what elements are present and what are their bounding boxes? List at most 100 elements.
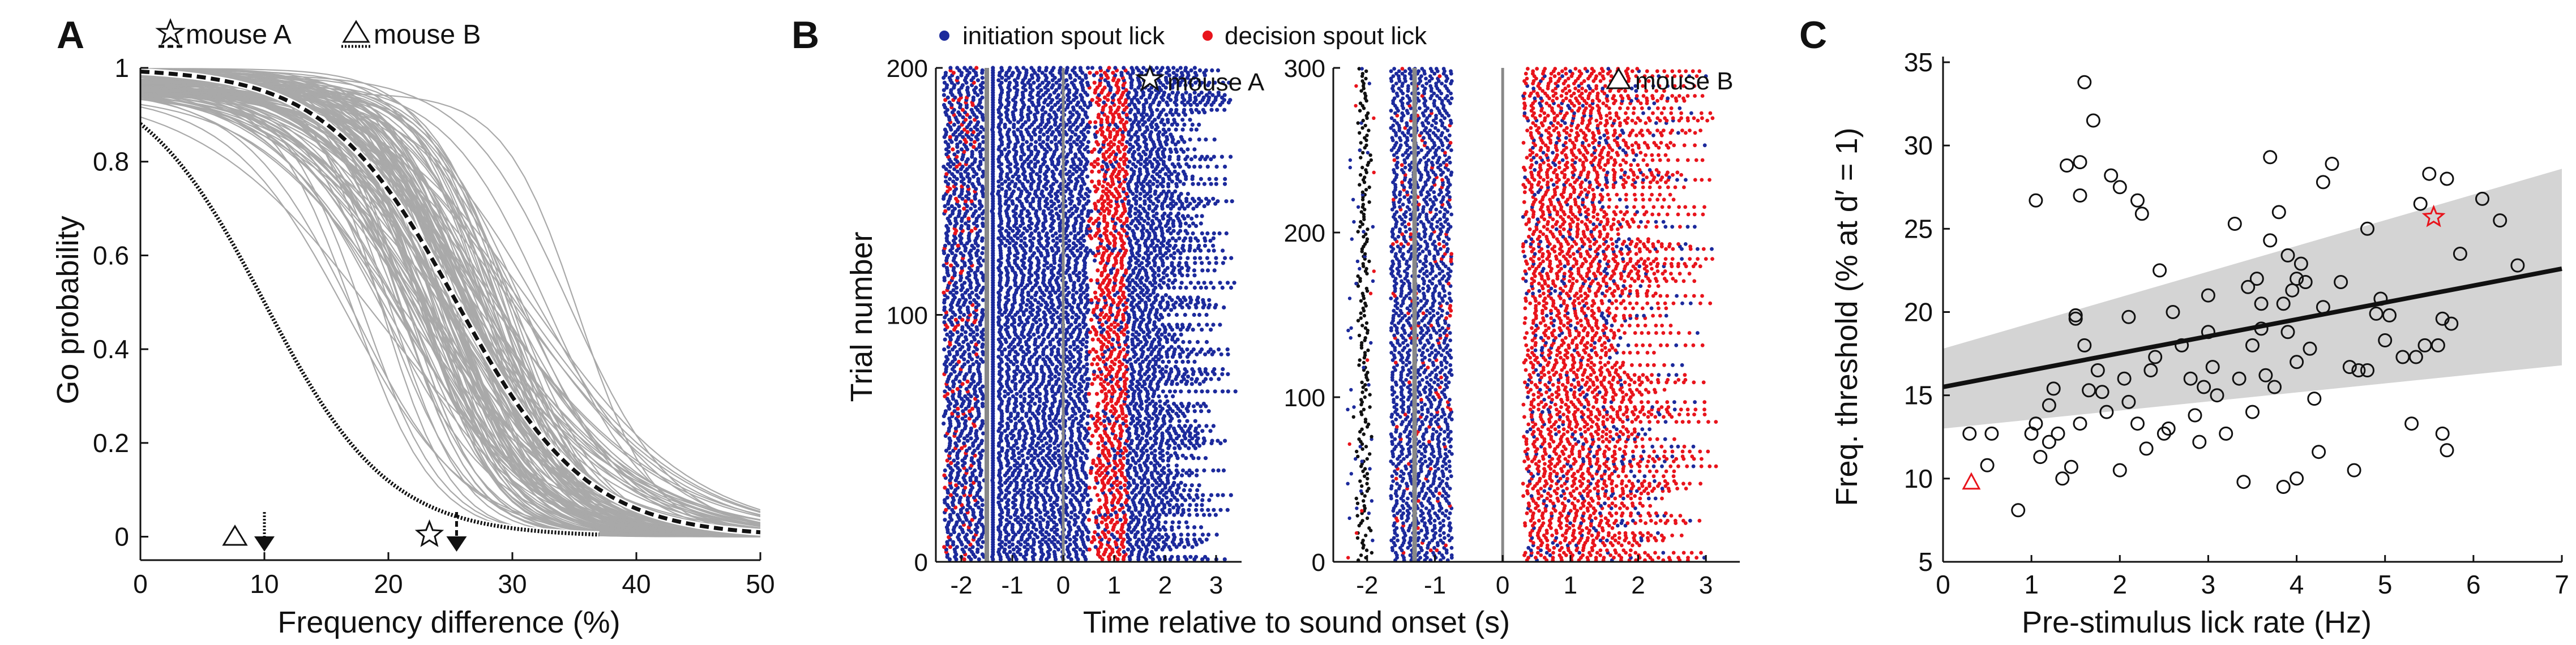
lick-dot — [960, 446, 964, 450]
lick-dot — [1178, 256, 1183, 260]
lick-dot — [1012, 345, 1017, 349]
lick-dot — [1174, 463, 1179, 468]
lick-dot — [1020, 216, 1025, 221]
lick-dot — [1006, 498, 1011, 502]
lick-dot — [953, 281, 958, 285]
lick-dot — [1109, 322, 1114, 327]
lick-dot — [1183, 444, 1188, 448]
lick-dot — [1006, 392, 1011, 396]
lick-dot — [962, 357, 966, 362]
lick-dot — [1075, 345, 1080, 349]
lick-dot — [1085, 535, 1090, 540]
lick-dot — [1157, 513, 1162, 517]
lick-dot — [972, 335, 976, 339]
lick-dot — [1026, 298, 1030, 302]
lick-dot — [1107, 538, 1111, 542]
lick-dot — [1081, 290, 1086, 295]
lick-dot — [1125, 223, 1129, 228]
lick-dot — [1026, 315, 1031, 320]
lick-dot — [1028, 416, 1033, 421]
lick-dot — [974, 522, 978, 527]
lick-dot — [1069, 382, 1073, 386]
lick-dot — [947, 317, 952, 322]
lick-dot — [1011, 542, 1015, 547]
lick-dot — [1190, 367, 1195, 372]
lick-dot — [1069, 498, 1073, 502]
lick-dot — [1221, 468, 1226, 473]
lick-dot — [951, 389, 955, 394]
lick-dot — [1195, 352, 1199, 356]
lick-dot — [1183, 229, 1188, 233]
lick-dot — [1051, 394, 1055, 399]
lick-dot — [1111, 480, 1116, 485]
lick-dot — [1200, 261, 1204, 265]
lick-dot — [1183, 483, 1188, 488]
lick-dot — [1218, 441, 1223, 446]
lick-dot — [972, 298, 977, 302]
lick-dot — [1132, 389, 1137, 394]
lick-dot — [1004, 522, 1009, 527]
lick-dot — [1009, 480, 1013, 485]
lick-dot — [1065, 355, 1069, 359]
lick-dot — [1205, 389, 1210, 394]
lick-dot — [1176, 483, 1180, 488]
lick-dot — [1166, 214, 1170, 218]
lick-dot — [1099, 270, 1104, 275]
lick-dot — [955, 513, 960, 517]
lick-dot — [1161, 525, 1166, 530]
lick-dot — [1196, 295, 1200, 300]
lick-dot — [1035, 441, 1040, 446]
lick-dot — [1118, 458, 1122, 463]
lick-dot — [1102, 246, 1106, 251]
lick-dot — [969, 207, 973, 211]
lick-dot — [1019, 243, 1023, 248]
lick-dot — [1070, 305, 1075, 310]
lick-dot — [1029, 295, 1034, 300]
lick-dot — [978, 229, 982, 233]
lick-dot — [1174, 545, 1179, 549]
lick-dot — [1172, 476, 1176, 480]
lick-dot — [1047, 532, 1051, 537]
lick-dot — [1182, 207, 1187, 211]
lick-dot — [1148, 554, 1153, 559]
lick-dot — [1181, 411, 1186, 416]
lick-dot — [1120, 416, 1125, 421]
lick-dot — [953, 325, 958, 329]
lick-dot — [966, 223, 971, 228]
lick-dot — [1109, 268, 1113, 273]
lick-dot — [970, 406, 975, 411]
lick-dot — [1119, 503, 1124, 508]
lick-dot — [1025, 209, 1030, 213]
lick-dot — [1146, 527, 1151, 532]
lick-dot — [1085, 500, 1090, 505]
lick-dot — [1154, 216, 1159, 221]
lick-dot — [1169, 308, 1174, 312]
panel-a-ylabel: Go probability — [51, 216, 85, 404]
lick-dot — [974, 312, 979, 317]
lick-dot — [1180, 359, 1185, 364]
lick-dot — [1173, 278, 1178, 282]
lick-dot — [1075, 372, 1079, 376]
lick-dot — [1143, 268, 1148, 273]
lick-dot — [1020, 453, 1025, 458]
lick-dot — [955, 375, 959, 379]
lick-dot — [1044, 384, 1049, 389]
lick-dot — [1015, 508, 1019, 512]
lick-dot — [1055, 211, 1059, 216]
lick-dot — [1212, 350, 1216, 354]
lick-dot — [1064, 281, 1068, 285]
lick-dot — [1009, 419, 1013, 423]
lick-dot — [1176, 444, 1181, 448]
lick-dot — [1085, 449, 1089, 453]
lick-dot — [944, 223, 949, 228]
lick-dot — [1092, 510, 1096, 515]
lick-dot — [1035, 345, 1040, 349]
lick-dot — [1128, 463, 1133, 468]
lick-dot — [1209, 377, 1213, 381]
lick-dot — [1154, 359, 1158, 364]
lick-dot — [1093, 530, 1097, 535]
lick-dot — [976, 339, 981, 345]
lick-dot — [1146, 419, 1151, 423]
lick-dot — [1018, 552, 1023, 557]
lick-dot — [1080, 375, 1084, 379]
